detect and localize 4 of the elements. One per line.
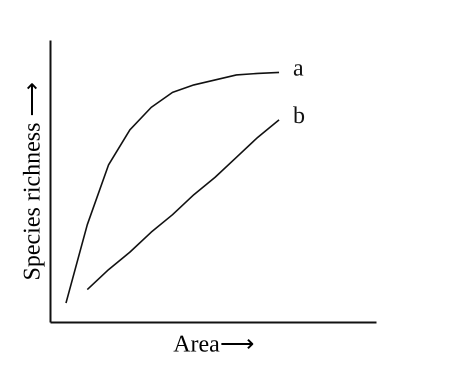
y-axis-title: Species richness ⟶ [20, 82, 46, 280]
x-axis-title: Area⟶ [173, 332, 254, 358]
series-label: b [293, 102, 306, 129]
series-label: a [293, 55, 304, 82]
